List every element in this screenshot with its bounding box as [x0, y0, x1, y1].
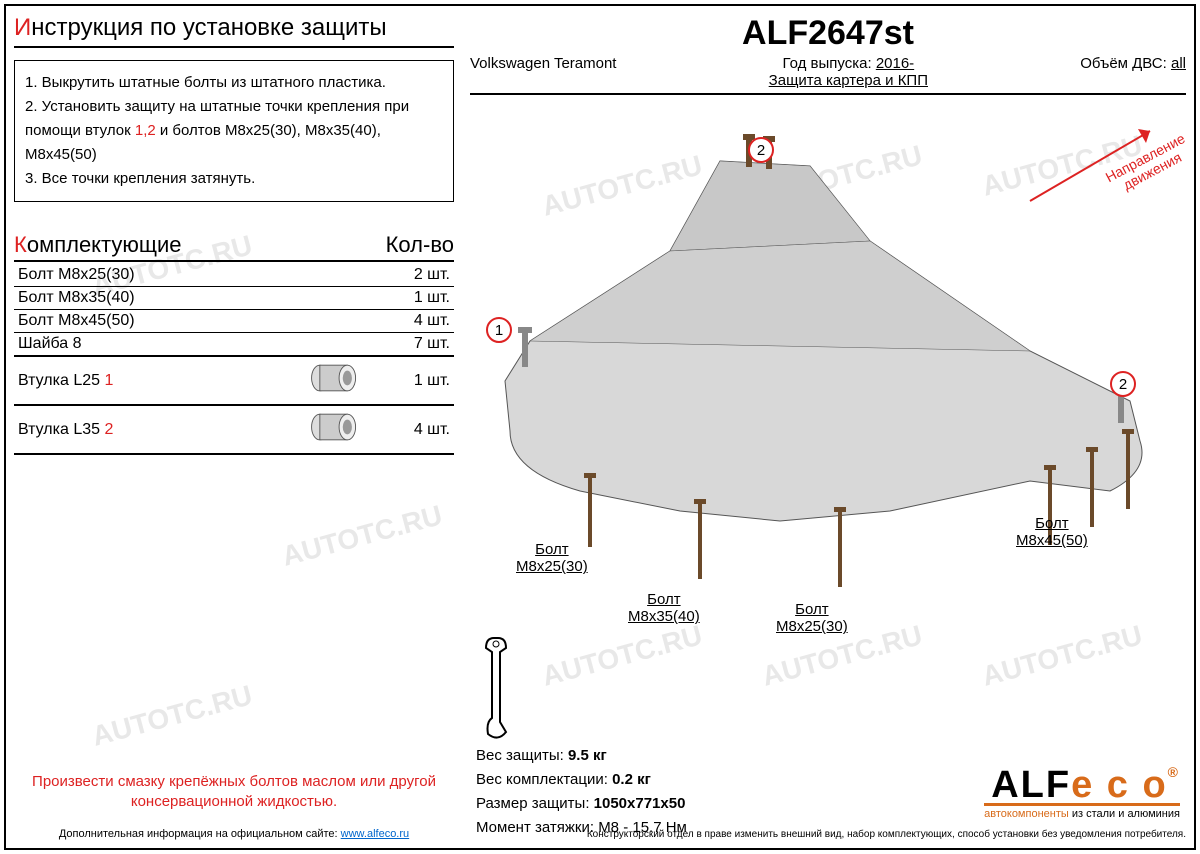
model: Volkswagen Teramont — [470, 55, 616, 89]
callout-circle: 2 — [1110, 371, 1136, 397]
bolt-label: БолтМ8х25(30) — [776, 601, 848, 636]
callout-circle: 2 — [748, 137, 774, 163]
website-link[interactable]: www.alfeco.ru — [341, 828, 409, 840]
meta-row: Volkswagen Teramont Год выпуска: 2016- З… — [470, 55, 1186, 95]
wrench-icon — [476, 632, 522, 742]
bolt-icon — [834, 507, 846, 587]
components-table: Болт М8х25(30)2 шт.Болт М8х35(40)1 шт.Бо… — [14, 264, 454, 455]
disclaimer: Конструкторский отдел в праве изменить в… — [587, 829, 1186, 840]
instruction-box: 1. Выкрутить штатные болты из штатного п… — [14, 60, 454, 202]
specs-block: Вес защиты: 9.5 кг Вес комплектации: 0.2… — [476, 744, 687, 840]
product-code: ALF2647st — [470, 14, 1186, 53]
lubrication-note: Произвести смазку крепёжных болтов масло… — [14, 772, 454, 813]
callout-circle: 1 — [486, 317, 512, 343]
alfeco-logo: ALFe c o® автокомпоненты из стали и алюм… — [984, 764, 1180, 820]
protection-type: Защита картера и КПП — [769, 72, 928, 89]
bolt-label: БолтМ8х25(30) — [516, 541, 588, 576]
website-info: Дополнительная информация на официальном… — [14, 828, 454, 840]
components-header: Комплектующие Кол-во — [14, 232, 454, 262]
installation-diagram: Направлениедвижения 212БолтМ8х25(30)Болт… — [470, 101, 1186, 691]
bolt-label: БолтМ8х45(50) — [1016, 515, 1088, 550]
bolt-label: БолтМ8х35(40) — [628, 591, 700, 626]
skid-plate-svg — [470, 101, 1170, 661]
instruction-title: Инструкция по установке защиты — [14, 14, 454, 48]
